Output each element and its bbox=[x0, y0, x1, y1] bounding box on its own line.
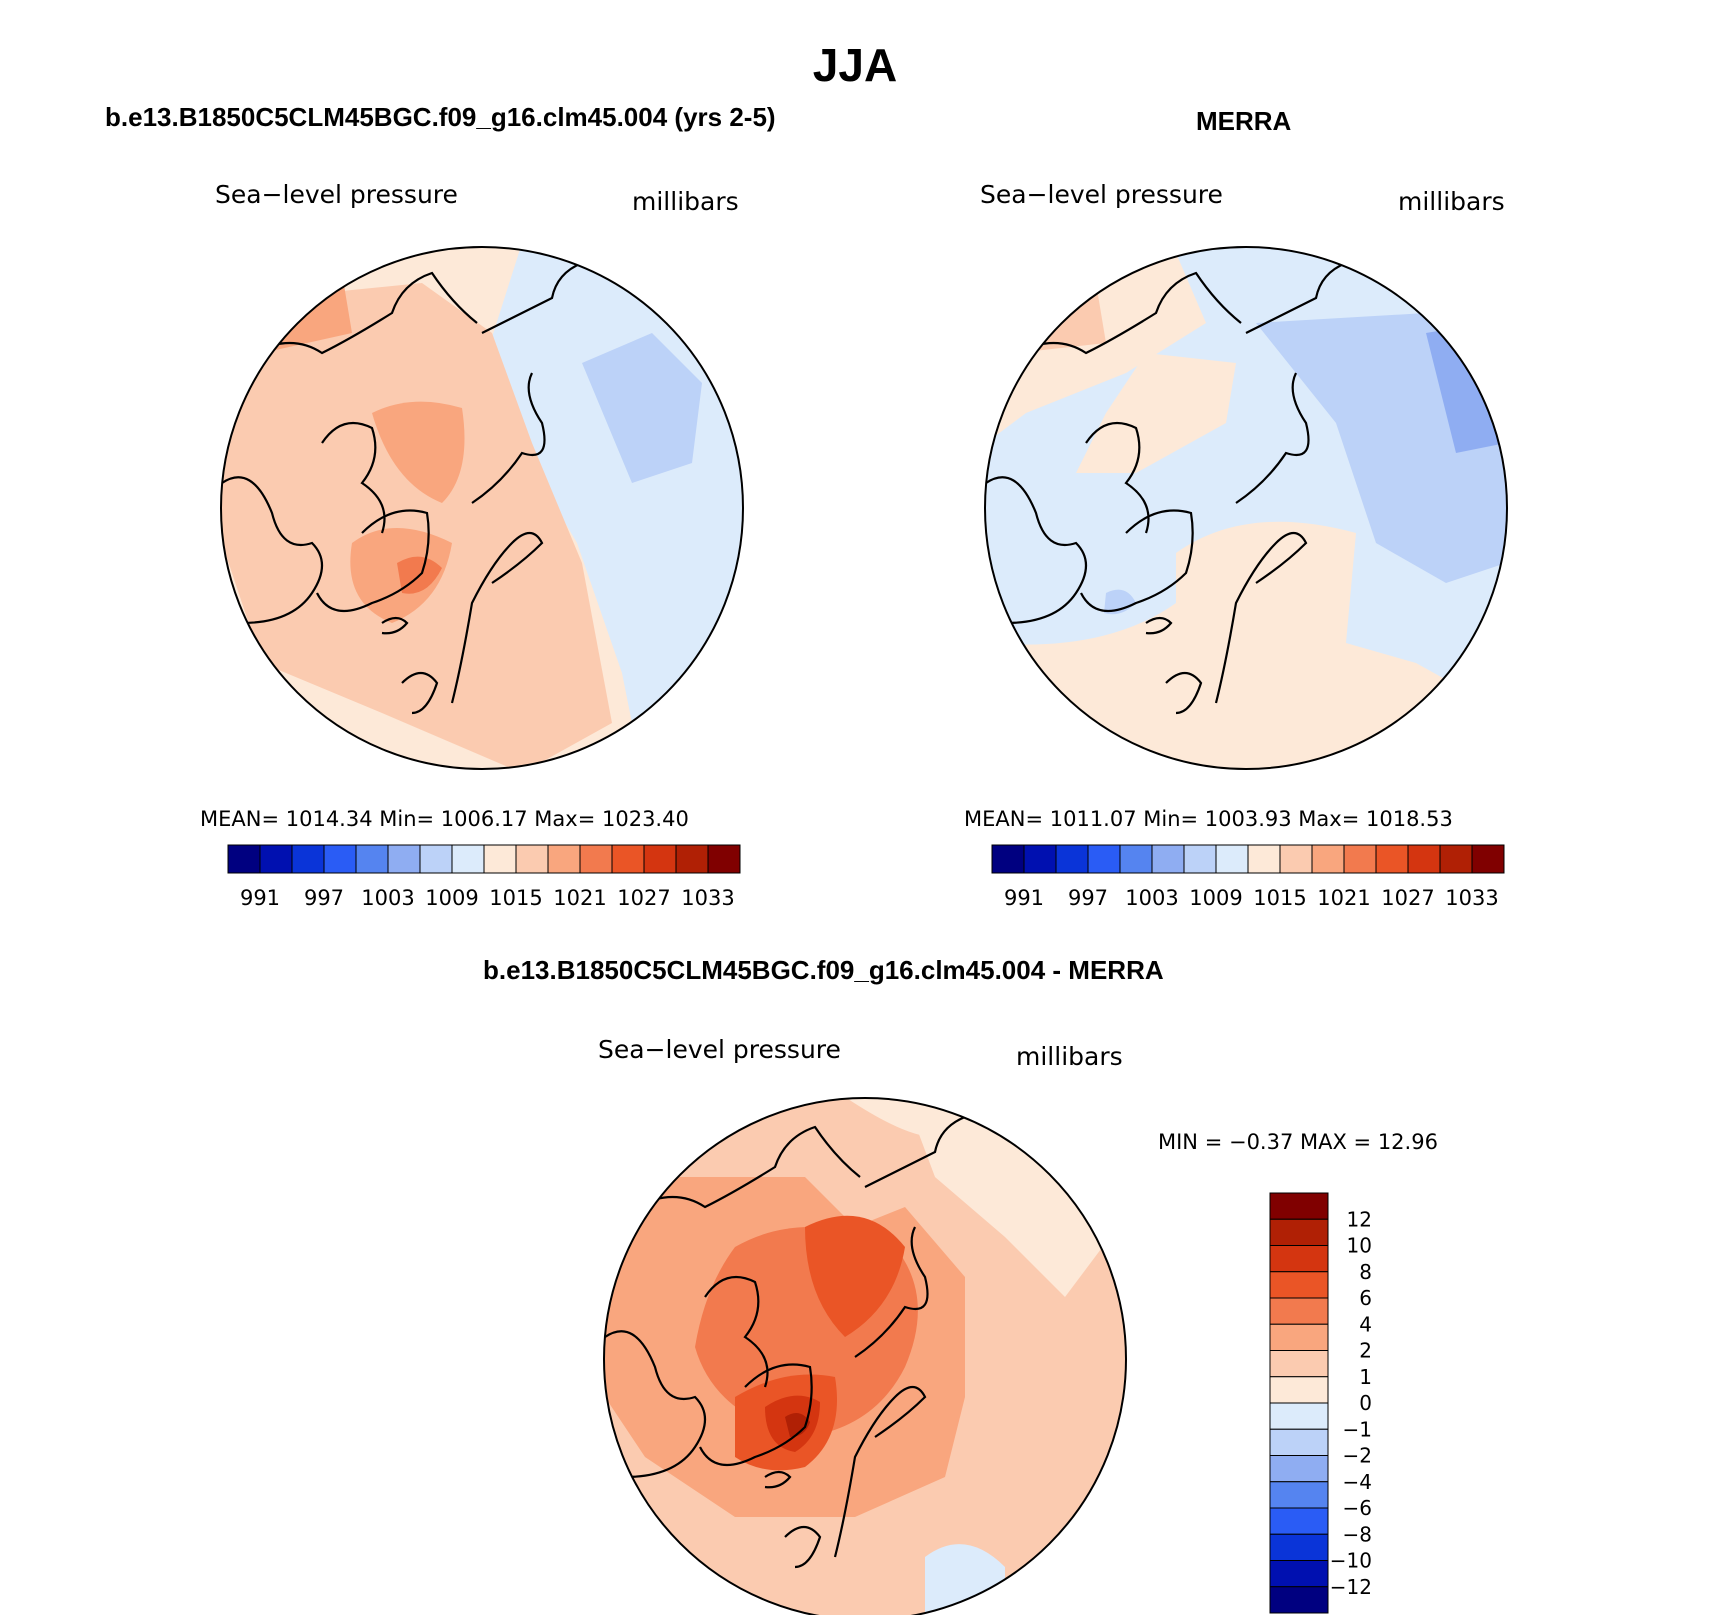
colorbar-label: 997 bbox=[1068, 886, 1108, 910]
colorbar-cell bbox=[675, 844, 709, 874]
colorbar-cell bbox=[323, 844, 357, 874]
colorbar-cell bbox=[1269, 1218, 1329, 1246]
colorbar-label: 1021 bbox=[1317, 886, 1370, 910]
colorbar-cell bbox=[1439, 844, 1473, 874]
colorbar-cell bbox=[1343, 844, 1377, 874]
colorbar-cell bbox=[611, 844, 645, 874]
colorbar-label: 6 bbox=[1359, 1286, 1372, 1310]
colorbar-label: 1027 bbox=[1381, 886, 1434, 910]
colorbar-cell bbox=[1183, 844, 1217, 874]
colorbar-cell bbox=[1269, 1271, 1329, 1299]
panel-title-diff: b.e13.B1850C5CLM45BGC.f09_g16.clm45.004 … bbox=[483, 955, 1164, 985]
page-title: JJA bbox=[812, 39, 898, 91]
colorbar-cell bbox=[547, 844, 581, 874]
colorbar-label: 8 bbox=[1359, 1260, 1372, 1284]
colorbar-label: 1015 bbox=[1253, 886, 1306, 910]
colorbar-cell bbox=[1269, 1455, 1329, 1483]
colorbar-cell bbox=[387, 844, 421, 874]
colorbar-label: 997 bbox=[304, 886, 344, 910]
colorbar-label: −12 bbox=[1330, 1575, 1372, 1599]
colorbar-cell bbox=[291, 844, 325, 874]
colorbar-label: 10 bbox=[1347, 1234, 1372, 1258]
colorbar-label: 1015 bbox=[489, 886, 542, 910]
colorbar-cell bbox=[1311, 844, 1345, 874]
colorbar-cell bbox=[1279, 844, 1313, 874]
colorbar-label: 1003 bbox=[361, 886, 414, 910]
colorbar-cell bbox=[1269, 1507, 1329, 1535]
variable-label-model: Sea−level pressure bbox=[215, 180, 458, 209]
polar-map-obs bbox=[984, 246, 1508, 770]
colorbar-cell bbox=[1269, 1245, 1329, 1273]
colorbar-cell bbox=[643, 844, 677, 874]
colorbar-cell bbox=[1023, 844, 1057, 874]
colorbar-label: −10 bbox=[1330, 1549, 1372, 1573]
units-label-obs: millibars bbox=[1398, 187, 1505, 216]
colorbar-cell bbox=[1151, 844, 1185, 874]
stats-model: MEAN= 1014.34 Min= 1006.17 Max= 1023.40 bbox=[200, 807, 689, 831]
colorbar-label: 1021 bbox=[553, 886, 606, 910]
colorbar-cell bbox=[259, 844, 293, 874]
units-label-model: millibars bbox=[632, 187, 739, 216]
colorbar-cell bbox=[1269, 1428, 1329, 1456]
colorbar-cell bbox=[227, 844, 261, 874]
colorbar-cell bbox=[1269, 1481, 1329, 1509]
colorbar-label: −1 bbox=[1343, 1417, 1372, 1441]
colorbar-cell bbox=[1055, 844, 1089, 874]
colorbar-label: 2 bbox=[1359, 1339, 1372, 1363]
colorbar-cell bbox=[1269, 1192, 1329, 1220]
colorbar-cell bbox=[1269, 1586, 1329, 1614]
colorbar-label: −8 bbox=[1343, 1522, 1372, 1546]
colorbar-label: 1033 bbox=[1445, 886, 1498, 910]
variable-label-obs: Sea−level pressure bbox=[980, 180, 1223, 209]
colorbar-cell bbox=[1471, 844, 1505, 874]
colorbar-cell bbox=[1269, 1323, 1329, 1351]
colorbar-cell bbox=[1269, 1350, 1329, 1378]
colorbar-cell bbox=[1215, 844, 1249, 874]
colorbar-cell bbox=[355, 844, 389, 874]
variable-label-diff: Sea−level pressure bbox=[598, 1035, 841, 1064]
colorbar-cell bbox=[1269, 1533, 1329, 1561]
panel-title-obs: MERRA bbox=[1196, 106, 1292, 136]
colorbar-cell bbox=[451, 844, 485, 874]
colorbar-label: −2 bbox=[1343, 1444, 1372, 1468]
colorbar-label: 1009 bbox=[1189, 886, 1242, 910]
colorbar-cell bbox=[483, 844, 517, 874]
colorbar-label: 0 bbox=[1359, 1391, 1372, 1415]
colorbar-label: 991 bbox=[1004, 886, 1044, 910]
colorbar-cell bbox=[991, 844, 1025, 874]
colorbar-label: −6 bbox=[1343, 1496, 1372, 1520]
units-label-diff: millibars bbox=[1016, 1042, 1123, 1071]
colorbar-label: 12 bbox=[1347, 1207, 1372, 1231]
colorbar-label: 4 bbox=[1359, 1312, 1372, 1336]
panel-title-model: b.e13.B1850C5CLM45BGC.f09_g16.clm45.004 … bbox=[105, 102, 776, 132]
colorbar-cell bbox=[1119, 844, 1153, 874]
stats-diff: MIN = −0.37 MAX = 12.96 bbox=[1158, 1130, 1438, 1154]
colorbar-label: 1009 bbox=[425, 886, 478, 910]
stats-obs: MEAN= 1011.07 Min= 1003.93 Max= 1018.53 bbox=[964, 807, 1453, 831]
colorbar-label: −4 bbox=[1343, 1470, 1372, 1494]
colorbar-cell bbox=[419, 844, 453, 874]
colorbar-label: 1033 bbox=[681, 886, 734, 910]
polar-map-diff bbox=[603, 1097, 1127, 1615]
colorbar-label: 1003 bbox=[1125, 886, 1178, 910]
polar-map-model bbox=[220, 246, 744, 770]
colorbar-cell bbox=[1375, 844, 1409, 874]
colorbar-cell bbox=[579, 844, 613, 874]
colorbar-cell bbox=[1087, 844, 1121, 874]
colorbar-obs: 991 997 1003 1009 1015 1021 1027 1033 bbox=[991, 844, 1505, 910]
colorbar-label: 1027 bbox=[617, 886, 670, 910]
colorbar-label: 991 bbox=[240, 886, 280, 910]
colorbar-cell bbox=[1269, 1297, 1329, 1325]
colorbar-cell bbox=[515, 844, 549, 874]
colorbar-cell bbox=[1269, 1376, 1329, 1404]
colorbar-cell bbox=[1269, 1402, 1329, 1430]
colorbar-cell bbox=[707, 844, 741, 874]
colorbar-label: 1 bbox=[1359, 1365, 1372, 1389]
colorbar-model: 991 997 1003 1009 1015 1021 1027 1033 bbox=[227, 844, 741, 910]
colorbar-cell bbox=[1407, 844, 1441, 874]
colorbar-cell bbox=[1247, 844, 1281, 874]
colorbar-cell bbox=[1269, 1560, 1329, 1588]
